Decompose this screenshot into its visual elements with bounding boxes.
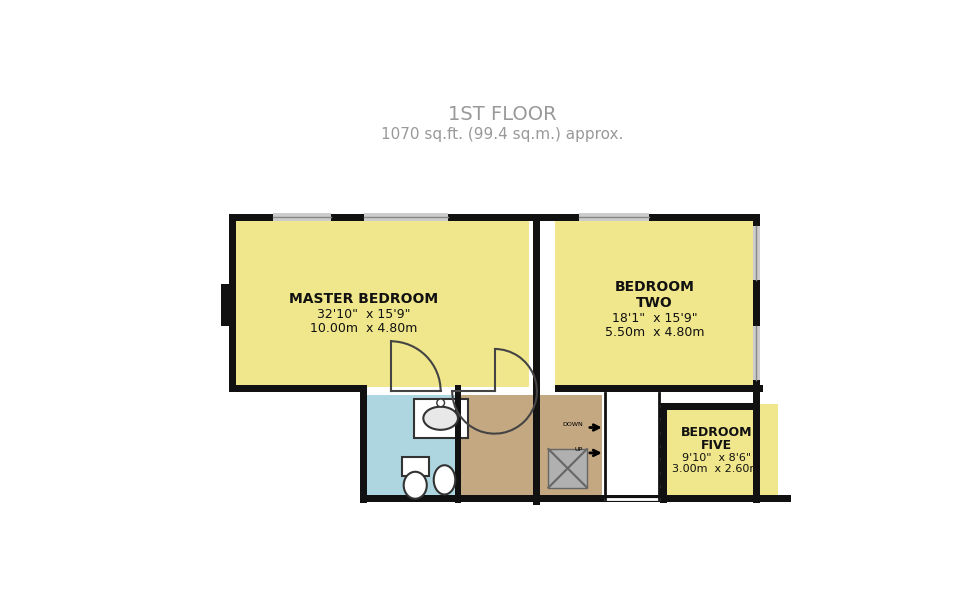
Bar <box>272 213 330 221</box>
Bar <box>661 403 667 503</box>
Bar <box>233 218 529 388</box>
Ellipse shape <box>434 465 456 495</box>
Text: 3.00m  x 2.60m: 3.00m x 2.60m <box>672 464 760 474</box>
Text: 18'1"  x 15'9": 18'1" x 15'9" <box>612 312 698 325</box>
Bar <box>753 326 760 380</box>
Bar <box>664 404 778 499</box>
Bar <box>225 286 234 324</box>
Text: BEDROOM: BEDROOM <box>614 280 695 294</box>
Text: 1070 sq.ft. (99.4 sq.m.) approx.: 1070 sq.ft. (99.4 sq.m.) approx. <box>381 127 623 142</box>
Bar <box>360 495 791 502</box>
Bar <box>754 403 760 503</box>
Bar <box>229 214 760 221</box>
Ellipse shape <box>404 472 427 499</box>
Text: UP: UP <box>575 447 583 452</box>
Text: FIVE: FIVE <box>701 439 732 451</box>
Bar <box>229 214 236 391</box>
Bar <box>455 385 462 401</box>
Bar <box>753 226 760 280</box>
Ellipse shape <box>423 407 458 430</box>
Text: MASTER BEDROOM: MASTER BEDROOM <box>289 292 438 306</box>
Text: TWO: TWO <box>636 296 673 310</box>
Bar <box>364 213 449 221</box>
Bar <box>754 214 760 503</box>
Text: 10.00m  x 4.80m: 10.00m x 4.80m <box>310 322 417 335</box>
Bar <box>555 218 753 388</box>
Bar <box>360 385 367 401</box>
Bar <box>414 399 467 438</box>
Bar <box>360 391 367 503</box>
Text: BEDROOM: BEDROOM <box>680 426 752 440</box>
Bar <box>229 385 360 392</box>
Text: 32'10"  x 15'9": 32'10" x 15'9" <box>317 308 411 321</box>
Bar <box>455 391 462 503</box>
Bar <box>364 395 456 499</box>
Text: 5.50m  x 4.80m: 5.50m x 4.80m <box>605 325 705 338</box>
Bar <box>456 495 760 502</box>
Bar <box>229 385 360 392</box>
Bar <box>221 283 232 326</box>
Bar <box>455 391 462 503</box>
Text: DOWN: DOWN <box>563 422 583 427</box>
Bar <box>533 214 540 391</box>
Bar <box>533 385 540 505</box>
Text: 9'10"  x 8'6": 9'10" x 8'6" <box>682 453 751 462</box>
Bar <box>579 213 649 221</box>
Bar <box>549 449 587 487</box>
Circle shape <box>437 399 445 407</box>
Bar <box>456 395 603 499</box>
Bar <box>661 403 667 410</box>
Bar <box>360 495 460 502</box>
Bar <box>661 403 760 410</box>
Text: 1ST FLOOR: 1ST FLOOR <box>448 105 557 124</box>
Bar <box>555 385 762 392</box>
Bar <box>402 457 429 476</box>
